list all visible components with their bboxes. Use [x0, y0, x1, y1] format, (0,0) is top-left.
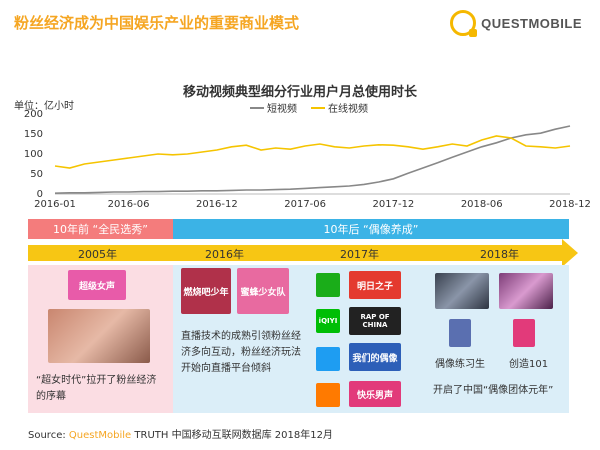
show-2016-a-logo: 燃烧吧少年: [181, 268, 231, 314]
mango-tv-icon: [316, 383, 340, 407]
y-tick-label: 0: [37, 189, 43, 200]
brand-name: QUESTMOBILE: [481, 15, 582, 31]
x-tick-label: 2018-12: [549, 199, 591, 208]
left-caption: “超女时代”拉开了粉丝经济的序幕: [36, 375, 157, 402]
timeline-arrow-head-icon: [562, 239, 578, 267]
brand-logo-icon: [450, 10, 478, 37]
produce-101-photo: [499, 273, 553, 309]
header-title: 粉丝经济成为中国娱乐产业的重要商业模式: [14, 14, 300, 32]
series-line-online-video: [54, 135, 571, 169]
brand: QUESTMOBILE: [450, 10, 582, 37]
youku-icon: [316, 347, 340, 371]
line-chart: 0 50 100 150 200 2016-01 2016-06 2016-12 2017-0…: [24, 109, 591, 208]
year-2017: 2017年: [340, 248, 379, 261]
timeline-arrow-bar: [28, 245, 563, 261]
year-2005: 2005年: [78, 248, 117, 261]
produce-101-logo: [513, 319, 535, 347]
produce-101-label: 创造101: [509, 359, 549, 370]
tencent-video-icon: [316, 273, 340, 297]
y-tick-label: 100: [24, 149, 43, 160]
y-axis-unit: 单位：亿小时: [14, 101, 74, 112]
panel-left: 超级女声 “超女时代”拉开了粉丝经济的序幕: [28, 265, 173, 413]
idol-producer-label: 偶像练习生: [435, 359, 485, 370]
rap-of-china-logo: RAP OF CHINA: [349, 307, 401, 335]
legend-label-online-video: 在线视频: [328, 104, 368, 115]
y-tick-label: 200: [24, 109, 43, 120]
mid-caption: 直播技术的成熟引领粉丝经济多向互动，粉丝经济玩法开始向直播平台倾斜: [181, 331, 301, 374]
right-era-label: 10年后 “偶像养成”: [173, 219, 569, 239]
series-line-short-video: [54, 125, 571, 194]
idol-producer-logo: [449, 319, 471, 347]
y-tick-label: 50: [30, 169, 43, 180]
x-tick-label: 2016-01: [34, 199, 76, 208]
super-girl-logo: 超级女声: [68, 270, 126, 300]
source-rest: TRUTH 中国移动互联网数据库 2018年12月: [134, 430, 333, 441]
happy-boys-logo: 快乐男声: [349, 381, 401, 407]
x-tick-label: 2017-06: [284, 199, 326, 208]
right-caption: 开启了中国“偶像团体元年”: [433, 385, 554, 396]
iqiyi-icon: iQIYI: [316, 309, 340, 333]
legend-swatch-online-video: [311, 106, 325, 109]
x-tick-label: 2017-12: [373, 199, 415, 208]
x-tick-label: 2016-12: [196, 199, 238, 208]
chart-title: 移动视频典型细分行业用户月总使用时长: [182, 85, 417, 100]
idol-show-logo: 我们的偶像: [349, 343, 401, 371]
y-tick-label: 150: [24, 129, 43, 140]
chart-legend: 短视频 在线视频: [250, 100, 368, 115]
super-girl-photo: [48, 309, 150, 363]
legend-item-short-video: 短视频: [250, 100, 297, 115]
panel-right: 燃烧吧少年 蜜蜂少女队 直播技术的成熟引领粉丝经济多向互动，粉丝经济玩法开始向直…: [173, 265, 569, 413]
idol-producer-photo: [435, 273, 489, 309]
left-era-label: 10年前 “全民选秀”: [28, 219, 173, 239]
x-tick-label: 2016-06: [108, 199, 150, 208]
legend-swatch-short-video: [250, 106, 264, 109]
source-prefix: Source:: [28, 430, 66, 441]
tomorrow-star-logo: 明日之子: [349, 271, 401, 299]
legend-item-online-video: 在线视频: [311, 100, 368, 115]
legend-label-short-video: 短视频: [267, 104, 297, 115]
show-2016-b-logo: 蜜蜂少女队: [237, 268, 289, 314]
x-tick-label: 2018-06: [461, 199, 503, 208]
year-2016: 2016年: [205, 248, 244, 261]
source-brand: QuestMobile: [68, 430, 132, 441]
source-note: Source: QuestMobile TRUTH 中国移动互联网数据库 201…: [28, 426, 333, 441]
year-2018: 2018年: [480, 248, 519, 261]
